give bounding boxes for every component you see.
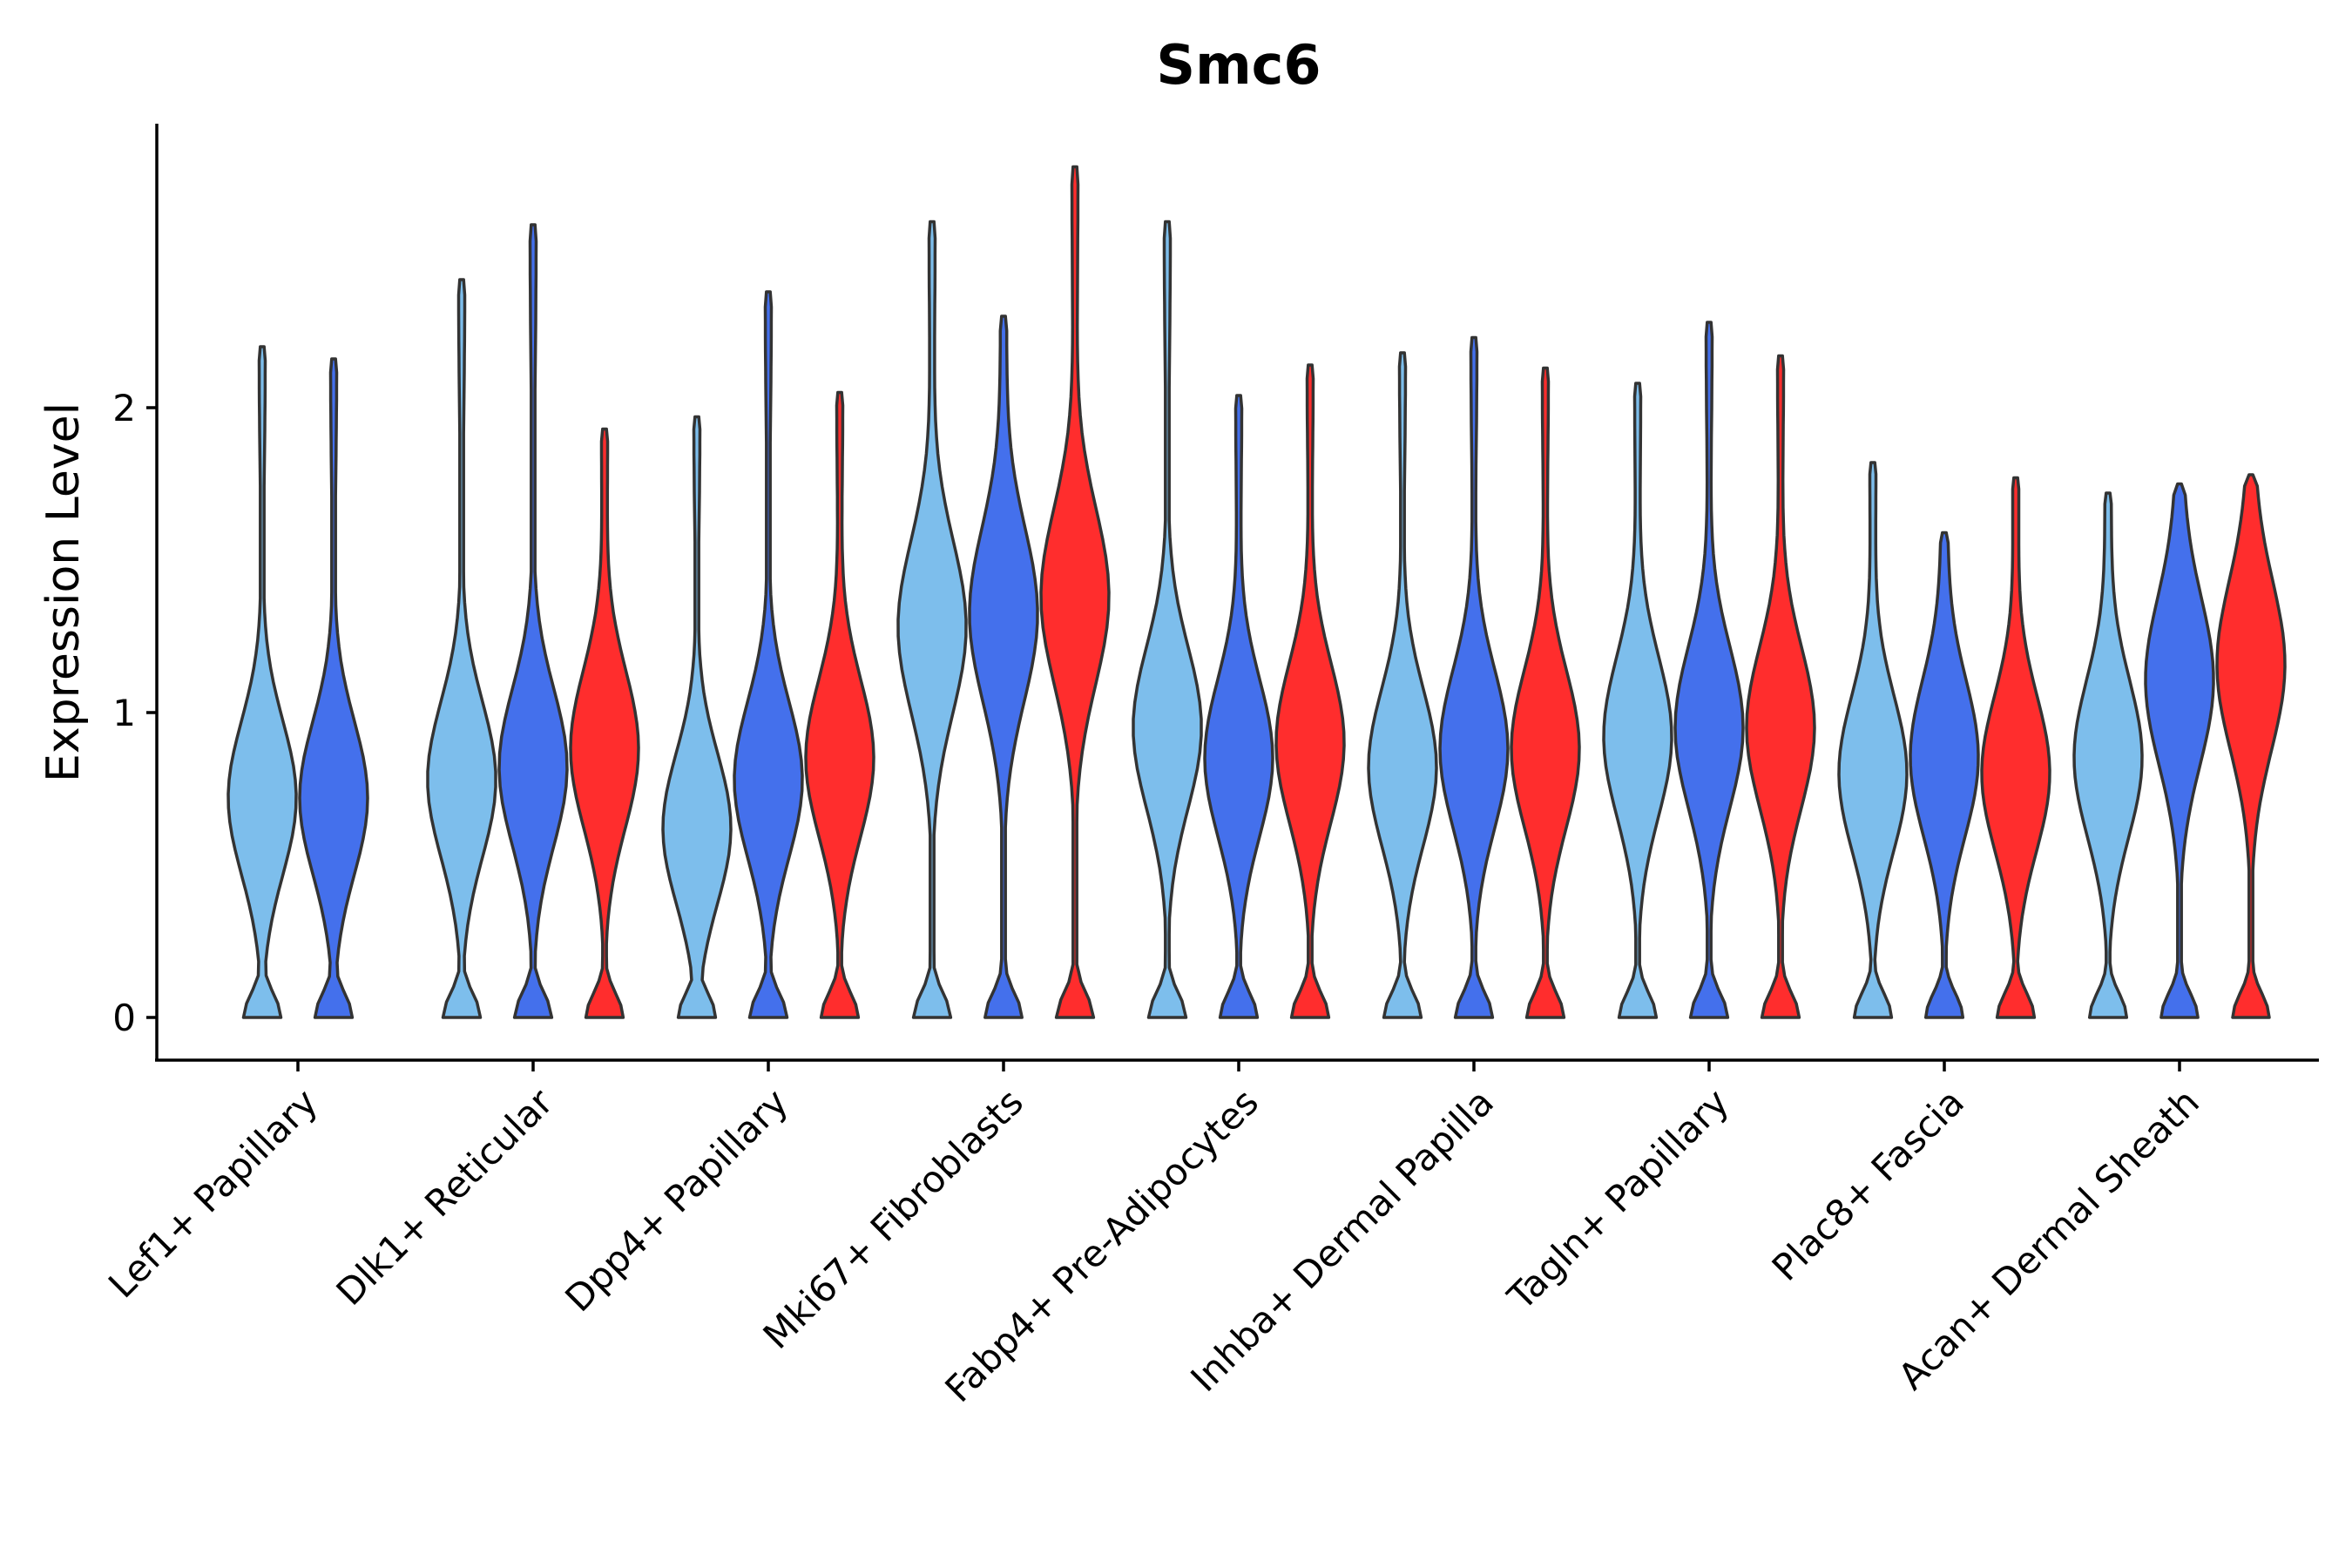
y-tick-label: 1 xyxy=(112,692,136,734)
violin-9-group-2 xyxy=(2144,482,2215,1019)
axes xyxy=(155,124,2319,1062)
x-tick-label: Plac8+ Fascia xyxy=(1764,1080,1972,1288)
y-tick-label: 0 xyxy=(112,997,136,1039)
violin-3-group-3 xyxy=(804,390,875,1019)
violin-4-group-3 xyxy=(1039,165,1111,1019)
violin-2-group-1 xyxy=(426,278,497,1019)
violin-layer xyxy=(226,165,2287,1019)
violin-1-group-1 xyxy=(226,345,298,1019)
violin-7-group-1 xyxy=(1602,382,1673,1019)
x-tick-label: Mki67+ Fibroblasts xyxy=(755,1080,1031,1356)
violin-2-group-2 xyxy=(497,223,569,1019)
violin-5-group-2 xyxy=(1203,394,1274,1019)
violin-7-group-2 xyxy=(1673,321,1745,1019)
y-tick-label: 2 xyxy=(112,387,136,429)
violin-5-group-3 xyxy=(1274,363,1346,1019)
violin-6-group-1 xyxy=(1367,351,1438,1019)
x-tick-label: Tagln+ Papillary xyxy=(1499,1080,1737,1318)
violin-3-group-1 xyxy=(661,415,733,1019)
x-tick-label: Dlk1+ Reticular xyxy=(328,1080,562,1314)
violin-5-group-1 xyxy=(1132,220,1203,1019)
violin-4-group-2 xyxy=(968,314,1039,1019)
x-tick-label: Lef1+ Papillary xyxy=(100,1080,326,1306)
violin-9-group-1 xyxy=(2072,491,2144,1019)
x-tick-label: Dpp4+ Papillary xyxy=(557,1080,796,1320)
violin-9-group-3 xyxy=(2215,473,2287,1019)
violin-8-group-3 xyxy=(1980,476,2051,1019)
violin-3-group-2 xyxy=(733,290,804,1019)
violin-2-group-3 xyxy=(569,427,640,1019)
violin-8-group-2 xyxy=(1909,531,1980,1019)
y-ticks: 0 1 2 xyxy=(112,387,157,1039)
violin-6-group-2 xyxy=(1438,335,1510,1019)
violin-8-group-1 xyxy=(1837,461,1909,1019)
y-axis-label: Expression Level xyxy=(37,402,90,782)
violin-6-group-3 xyxy=(1510,366,1581,1019)
violin-4-group-1 xyxy=(896,220,968,1019)
violin-7-group-3 xyxy=(1745,354,1816,1019)
chart-title: Smc6 xyxy=(1156,33,1321,97)
violin-1-group-2 xyxy=(298,357,369,1019)
